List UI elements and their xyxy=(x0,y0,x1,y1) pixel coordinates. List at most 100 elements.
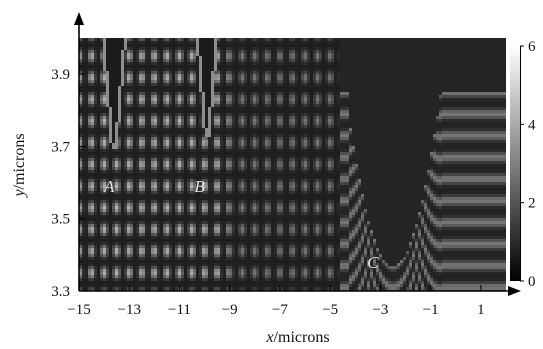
heatmap-cell xyxy=(106,116,109,119)
heatmap-cell xyxy=(232,122,235,125)
heatmap-cell xyxy=(181,98,184,101)
heatmap-cell xyxy=(148,191,151,194)
heatmap-cell xyxy=(85,56,88,59)
heatmap-cell xyxy=(247,53,250,56)
heatmap-cell xyxy=(91,41,94,44)
heatmap-cell xyxy=(232,218,235,221)
heatmap-cell xyxy=(202,38,205,41)
heatmap-cell xyxy=(178,56,181,59)
heatmap-cell xyxy=(163,50,166,53)
heatmap-cell xyxy=(226,170,229,173)
heatmap-cell xyxy=(241,50,244,53)
heatmap-cell xyxy=(118,263,121,266)
heatmap-cell xyxy=(97,143,100,146)
heatmap-cell xyxy=(175,197,178,200)
heatmap-cell xyxy=(202,143,205,146)
heatmap-cell xyxy=(184,47,187,50)
heatmap-cell xyxy=(160,236,163,239)
heatmap-cell xyxy=(157,158,160,161)
heatmap-cell xyxy=(115,230,118,233)
heatmap-cell xyxy=(196,137,199,140)
heatmap-cell xyxy=(109,272,112,275)
heatmap-cell xyxy=(109,140,112,143)
heatmap-cell xyxy=(223,116,226,119)
heatmap-cell xyxy=(142,224,145,227)
heatmap-cell xyxy=(208,233,211,236)
heatmap-cell xyxy=(139,56,142,59)
heatmap-cell xyxy=(232,188,235,191)
heatmap-cell xyxy=(100,269,103,272)
heatmap-cell xyxy=(154,119,157,122)
heatmap-cell xyxy=(85,236,88,239)
heatmap-cell xyxy=(91,104,94,107)
heatmap-cell xyxy=(106,74,109,77)
heatmap-cell xyxy=(247,41,250,44)
heatmap-cell xyxy=(196,281,199,284)
heatmap-cell xyxy=(118,62,121,65)
heatmap-cell xyxy=(238,218,241,221)
heatmap-cell xyxy=(214,173,217,176)
heatmap-cell xyxy=(208,65,211,68)
heatmap-cell xyxy=(163,272,166,275)
heatmap-cell xyxy=(175,164,178,167)
heatmap-cell xyxy=(247,134,250,137)
heatmap-cell xyxy=(250,197,253,200)
heatmap-cell xyxy=(97,140,100,143)
heatmap-cell xyxy=(199,269,202,272)
heatmap-cell xyxy=(82,182,85,185)
heatmap-cell xyxy=(235,38,238,41)
heatmap-cell xyxy=(130,158,133,161)
heatmap-cell xyxy=(220,116,223,119)
heatmap-cell xyxy=(103,257,106,260)
heatmap-cell xyxy=(157,140,160,143)
heatmap-cell xyxy=(160,143,163,146)
heatmap-cell xyxy=(106,41,109,44)
heatmap-cell xyxy=(166,191,169,194)
heatmap-cell xyxy=(232,41,235,44)
heatmap-cell xyxy=(97,119,100,122)
heatmap-cell xyxy=(202,272,205,275)
heatmap-cell xyxy=(250,161,253,164)
heatmap-cell xyxy=(139,137,142,140)
heatmap-cell xyxy=(214,182,217,185)
heatmap-cell xyxy=(169,266,172,269)
heatmap-cell xyxy=(184,128,187,131)
heatmap-cell xyxy=(148,251,151,254)
heatmap-cell xyxy=(151,95,154,98)
heatmap-cell xyxy=(232,62,235,65)
heatmap-cell xyxy=(199,203,202,206)
heatmap-cell xyxy=(244,242,247,245)
heatmap-cell xyxy=(232,92,235,95)
heatmap-cell xyxy=(229,185,232,188)
heatmap-cell xyxy=(112,74,115,77)
heatmap-cell xyxy=(172,38,175,41)
heatmap-cell xyxy=(109,44,112,47)
heatmap-cell xyxy=(169,137,172,140)
heatmap-cell xyxy=(196,194,199,197)
heatmap-cell xyxy=(247,269,250,272)
heatmap-cell xyxy=(142,107,145,110)
heatmap-cell xyxy=(145,176,148,179)
heatmap-cell xyxy=(91,206,94,209)
heatmap-cell xyxy=(250,254,253,257)
heatmap-cell xyxy=(109,263,112,266)
heatmap-cell xyxy=(94,203,97,206)
heatmap-cell xyxy=(199,236,202,239)
heatmap-cell xyxy=(244,83,247,86)
heatmap-cell xyxy=(136,176,139,179)
heatmap-cell xyxy=(139,59,142,62)
heatmap-cell xyxy=(220,125,223,128)
heatmap-cell xyxy=(232,287,235,290)
heatmap-cell xyxy=(205,281,208,284)
heatmap-cell xyxy=(139,98,142,101)
heatmap-cell xyxy=(94,161,97,164)
heatmap-cell xyxy=(133,197,136,200)
heatmap-cell xyxy=(79,155,82,158)
heatmap-cell xyxy=(85,113,88,116)
heatmap-cell xyxy=(124,251,127,254)
heatmap-cell xyxy=(175,287,178,290)
heatmap-cell xyxy=(142,68,145,71)
heatmap-cell xyxy=(208,59,211,62)
heatmap-cell xyxy=(202,104,205,107)
heatmap-cell xyxy=(193,125,196,128)
